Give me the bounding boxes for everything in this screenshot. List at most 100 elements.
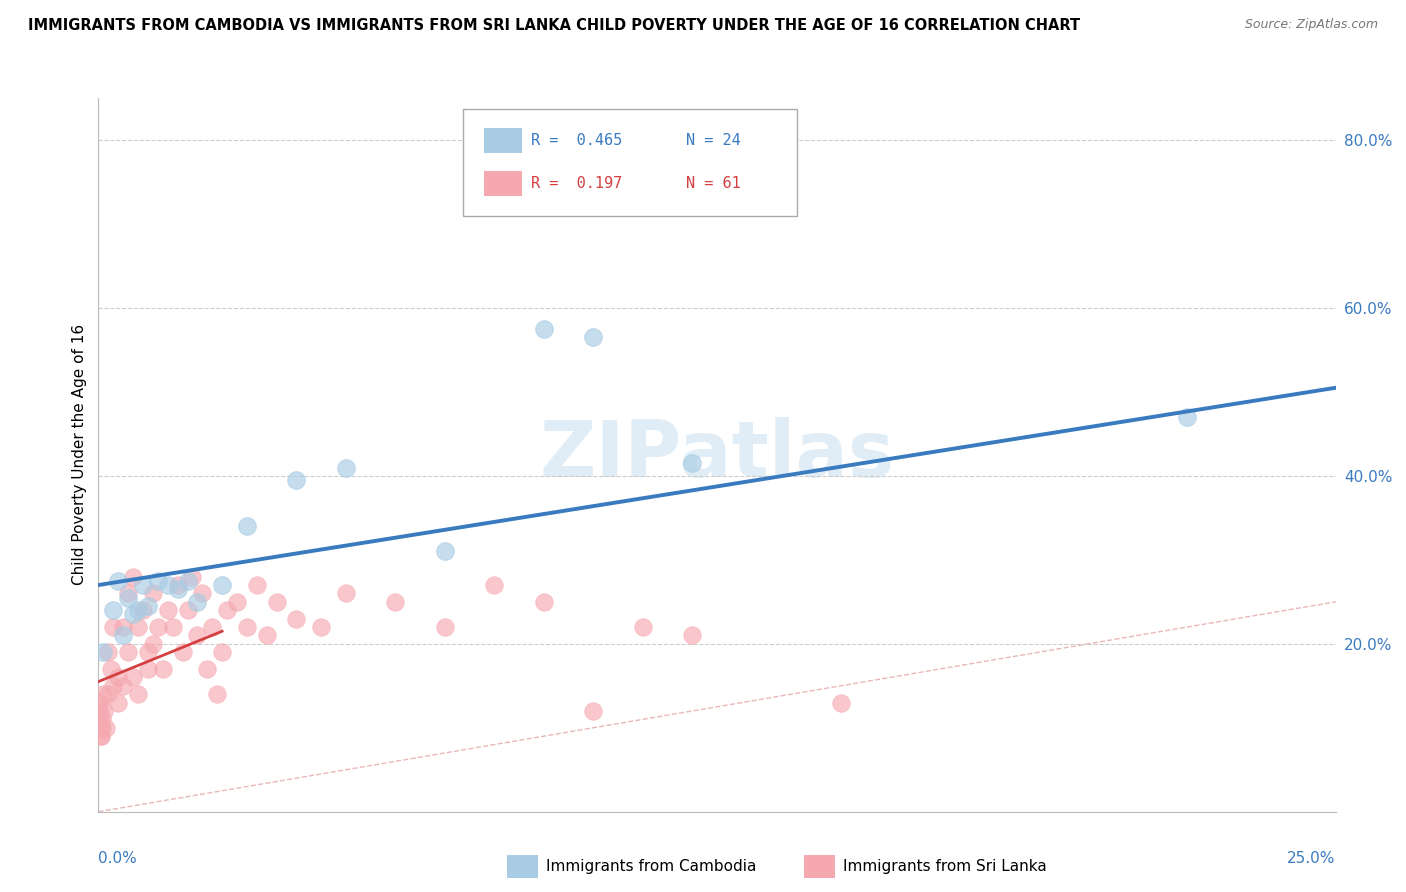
- Point: [117, 586, 139, 600]
- Point: [127, 687, 149, 701]
- Point: [256, 628, 278, 642]
- Text: N = 24: N = 24: [686, 134, 741, 148]
- Point: [176, 603, 198, 617]
- Point: [146, 620, 169, 634]
- Point: [205, 687, 228, 701]
- Point: [90, 729, 112, 743]
- Y-axis label: Child Poverty Under the Age of 16: Child Poverty Under the Age of 16: [72, 325, 87, 585]
- Point: [112, 628, 135, 642]
- Point: [433, 544, 456, 558]
- Point: [132, 603, 155, 617]
- Point: [582, 704, 605, 718]
- Bar: [485, 128, 522, 153]
- Point: [217, 603, 239, 617]
- Point: [152, 662, 174, 676]
- Point: [122, 569, 145, 583]
- Point: [384, 595, 406, 609]
- Point: [176, 574, 198, 588]
- Text: 0.0%: 0.0%: [98, 851, 138, 866]
- Point: [136, 662, 159, 676]
- Point: [195, 662, 218, 676]
- Point: [127, 603, 149, 617]
- Point: [117, 591, 139, 605]
- Text: Immigrants from Cambodia: Immigrants from Cambodia: [547, 859, 756, 874]
- Point: [211, 578, 233, 592]
- Text: 25.0%: 25.0%: [1288, 851, 1336, 866]
- Bar: [804, 855, 835, 878]
- Point: [117, 645, 139, 659]
- Point: [90, 721, 112, 735]
- Point: [103, 603, 125, 617]
- Point: [89, 696, 111, 710]
- Text: Source: ZipAtlas.com: Source: ZipAtlas.com: [1244, 18, 1378, 31]
- Point: [132, 578, 155, 592]
- Point: [100, 662, 122, 676]
- Point: [156, 603, 179, 617]
- Point: [89, 704, 111, 718]
- Point: [162, 620, 184, 634]
- Point: [186, 628, 208, 642]
- Point: [533, 322, 555, 336]
- Point: [107, 696, 129, 710]
- Point: [103, 620, 125, 634]
- Point: [122, 607, 145, 622]
- Point: [90, 729, 112, 743]
- Point: [166, 582, 188, 597]
- Point: [582, 330, 605, 344]
- Text: ZIPatlas: ZIPatlas: [540, 417, 894, 493]
- Point: [236, 519, 259, 533]
- Text: IMMIGRANTS FROM CAMBODIA VS IMMIGRANTS FROM SRI LANKA CHILD POVERTY UNDER THE AG: IMMIGRANTS FROM CAMBODIA VS IMMIGRANTS F…: [28, 18, 1080, 33]
- Point: [93, 704, 115, 718]
- Point: [533, 595, 555, 609]
- Point: [186, 595, 208, 609]
- Point: [681, 628, 703, 642]
- Point: [285, 612, 308, 626]
- Point: [309, 620, 332, 634]
- Point: [236, 620, 259, 634]
- Point: [166, 578, 188, 592]
- Point: [246, 578, 269, 592]
- Point: [226, 595, 249, 609]
- Bar: [485, 171, 522, 196]
- Point: [142, 637, 165, 651]
- Point: [94, 721, 117, 735]
- Text: N = 61: N = 61: [686, 177, 741, 191]
- Point: [484, 578, 506, 592]
- Point: [156, 578, 179, 592]
- Text: R =  0.465: R = 0.465: [531, 134, 623, 148]
- Point: [335, 586, 357, 600]
- Point: [335, 460, 357, 475]
- Point: [93, 645, 115, 659]
- Point: [201, 620, 224, 634]
- Point: [103, 679, 125, 693]
- Point: [93, 687, 115, 701]
- Point: [266, 595, 288, 609]
- Point: [112, 620, 135, 634]
- Point: [211, 645, 233, 659]
- Point: [91, 712, 114, 726]
- Point: [146, 574, 169, 588]
- Point: [97, 687, 120, 701]
- Point: [172, 645, 194, 659]
- Point: [285, 473, 308, 487]
- Point: [112, 679, 135, 693]
- Point: [97, 645, 120, 659]
- Point: [107, 574, 129, 588]
- Point: [1175, 410, 1198, 425]
- Text: R =  0.197: R = 0.197: [531, 177, 623, 191]
- Bar: [506, 855, 537, 878]
- Point: [191, 586, 214, 600]
- Point: [122, 670, 145, 684]
- Point: [89, 721, 111, 735]
- Point: [433, 620, 456, 634]
- FancyBboxPatch shape: [464, 109, 797, 216]
- Text: Immigrants from Sri Lanka: Immigrants from Sri Lanka: [844, 859, 1047, 874]
- Point: [681, 456, 703, 470]
- Point: [830, 696, 852, 710]
- Point: [107, 670, 129, 684]
- Point: [181, 569, 204, 583]
- Point: [142, 586, 165, 600]
- Point: [631, 620, 654, 634]
- Point: [136, 599, 159, 613]
- Point: [127, 620, 149, 634]
